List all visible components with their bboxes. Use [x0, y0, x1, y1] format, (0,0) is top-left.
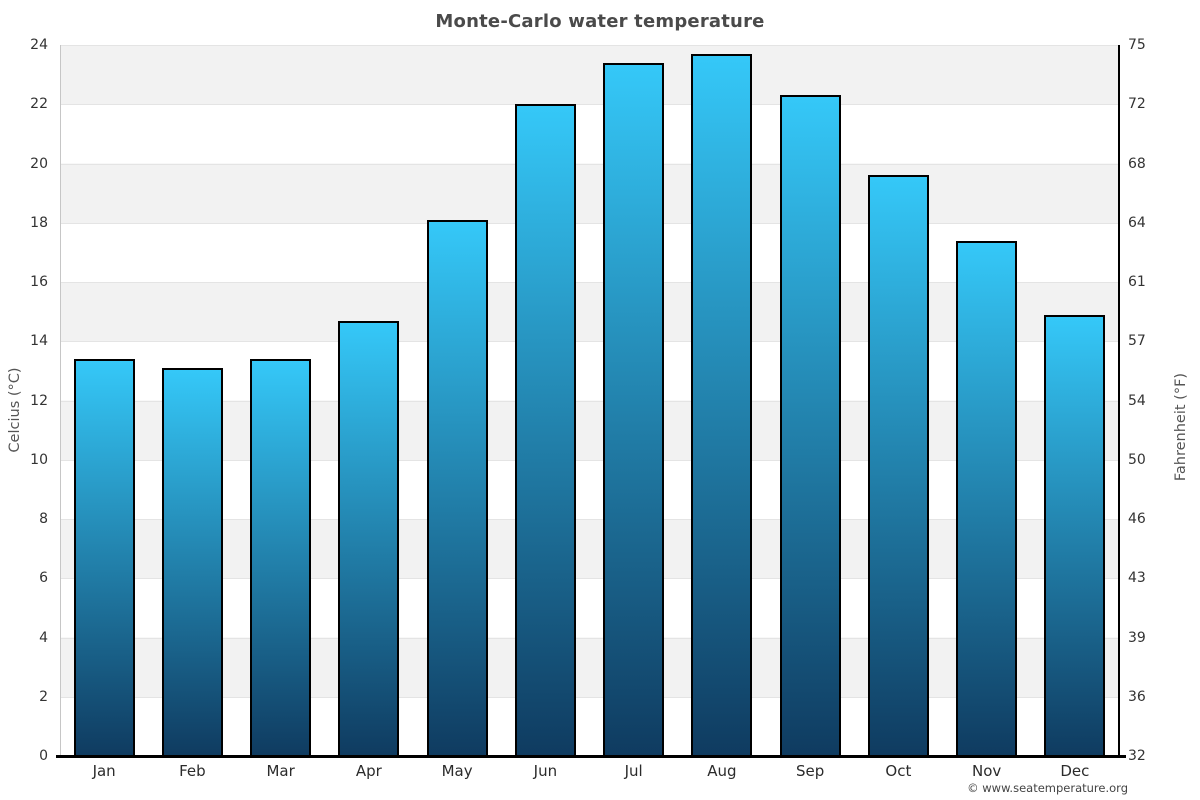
y-tick-celsius-6: 6	[39, 570, 48, 587]
x-tick-sep: Sep	[795, 762, 825, 780]
y-axis-title-celsius: Celcius (°C)	[7, 367, 23, 453]
x-axis-line	[56, 755, 1126, 758]
y-tick-celsius-0: 0	[39, 748, 48, 764]
y-tick-fahrenheit-64: 64	[1128, 214, 1146, 231]
y-tick-fahrenheit-57: 57	[1128, 333, 1146, 350]
bar-oct[interactable]	[867, 175, 929, 756]
y-tick-celsius-10: 10	[30, 451, 48, 468]
y-tick-fahrenheit-68: 68	[1128, 155, 1146, 172]
gridline-24	[60, 45, 1119, 46]
x-tick-nov: Nov	[971, 762, 1002, 780]
bars-row	[60, 45, 1119, 756]
gridline-4	[60, 637, 1119, 639]
y-tick-fahrenheit-75: 75	[1128, 37, 1146, 53]
y-tick-fahrenheit-39: 39	[1128, 629, 1146, 646]
gridline-6	[60, 578, 1119, 580]
y-tick-celsius-12: 12	[30, 392, 48, 409]
bar-feb[interactable]	[161, 367, 223, 756]
chart-title: Monte-Carlo water temperature	[435, 11, 765, 32]
bar-slot-jan	[60, 45, 148, 756]
gridline-12	[60, 400, 1119, 402]
gridline-18	[60, 222, 1119, 224]
copyright-text[interactable]: © www.seatemperature.org	[967, 781, 1128, 795]
y-tick-fahrenheit-43: 43	[1128, 570, 1146, 587]
y-tick-celsius-16: 16	[30, 274, 48, 290]
gridline-20	[60, 163, 1119, 165]
y-tick-celsius-14: 14	[30, 333, 48, 350]
y-tick-celsius-8: 8	[39, 511, 48, 527]
bar-slot-may	[413, 45, 501, 756]
y-tick-fahrenheit-36: 36	[1128, 688, 1146, 705]
bar-slot-dec	[1031, 45, 1119, 756]
bar-nov[interactable]	[956, 240, 1018, 756]
bar-slot-feb	[148, 45, 236, 756]
x-tick-apr: Apr	[355, 762, 382, 780]
x-tick-jul: Jul	[624, 762, 643, 780]
y-tick-celsius-4: 4	[39, 629, 48, 646]
bar-slot-oct	[854, 45, 942, 756]
x-tick-oct: Oct	[885, 762, 912, 780]
y-axis-line-left	[60, 45, 61, 756]
x-tick-jun: Jun	[533, 762, 558, 780]
bar-slot-jul	[590, 45, 678, 756]
bar-slot-sep	[766, 45, 854, 756]
x-tick-jan: Jan	[92, 762, 116, 780]
y-tick-fahrenheit-50: 50	[1128, 451, 1146, 468]
y-tick-fahrenheit-72: 72	[1128, 96, 1146, 113]
y-tick-celsius-22: 22	[30, 96, 48, 113]
bar-slot-apr	[325, 45, 413, 756]
y-axis-line-right	[1118, 45, 1120, 756]
x-tick-feb: Feb	[179, 762, 206, 780]
bar-jan[interactable]	[73, 359, 135, 756]
bar-sep[interactable]	[779, 95, 841, 756]
y-tick-celsius-2: 2	[39, 688, 48, 705]
gridline-16	[60, 282, 1119, 283]
gridline-14	[60, 341, 1119, 343]
x-tick-mar: Mar	[266, 762, 295, 780]
gridline-8	[60, 519, 1119, 520]
bar-slot-nov	[943, 45, 1031, 756]
bar-jun[interactable]	[514, 104, 576, 756]
plot-area	[60, 45, 1119, 756]
gridline-10	[60, 459, 1119, 461]
bar-slot-mar	[237, 45, 325, 756]
y-tick-fahrenheit-46: 46	[1128, 511, 1146, 527]
y-tick-fahrenheit-61: 61	[1128, 274, 1146, 290]
x-tick-may: May	[441, 762, 473, 780]
y-tick-fahrenheit-32: 32	[1128, 748, 1146, 764]
y-tick-celsius-24: 24	[30, 37, 48, 53]
bar-jul[interactable]	[603, 62, 665, 756]
y-tick-fahrenheit-54: 54	[1128, 392, 1146, 409]
bar-mar[interactable]	[250, 359, 312, 756]
gridline-2	[60, 696, 1119, 698]
bar-dec[interactable]	[1044, 314, 1106, 756]
bar-slot-aug	[678, 45, 766, 756]
y-tick-celsius-20: 20	[30, 155, 48, 172]
y-axis-title-fahrenheit: Fahrenheit (°F)	[1173, 372, 1189, 482]
bar-slot-jun	[501, 45, 589, 756]
gridline-22	[60, 104, 1119, 106]
x-tick-aug: Aug	[707, 762, 737, 780]
bar-may[interactable]	[426, 219, 488, 756]
x-tick-dec: Dec	[1060, 762, 1090, 780]
bar-apr[interactable]	[338, 320, 400, 756]
bar-aug[interactable]	[691, 53, 753, 756]
y-tick-celsius-18: 18	[30, 214, 48, 231]
